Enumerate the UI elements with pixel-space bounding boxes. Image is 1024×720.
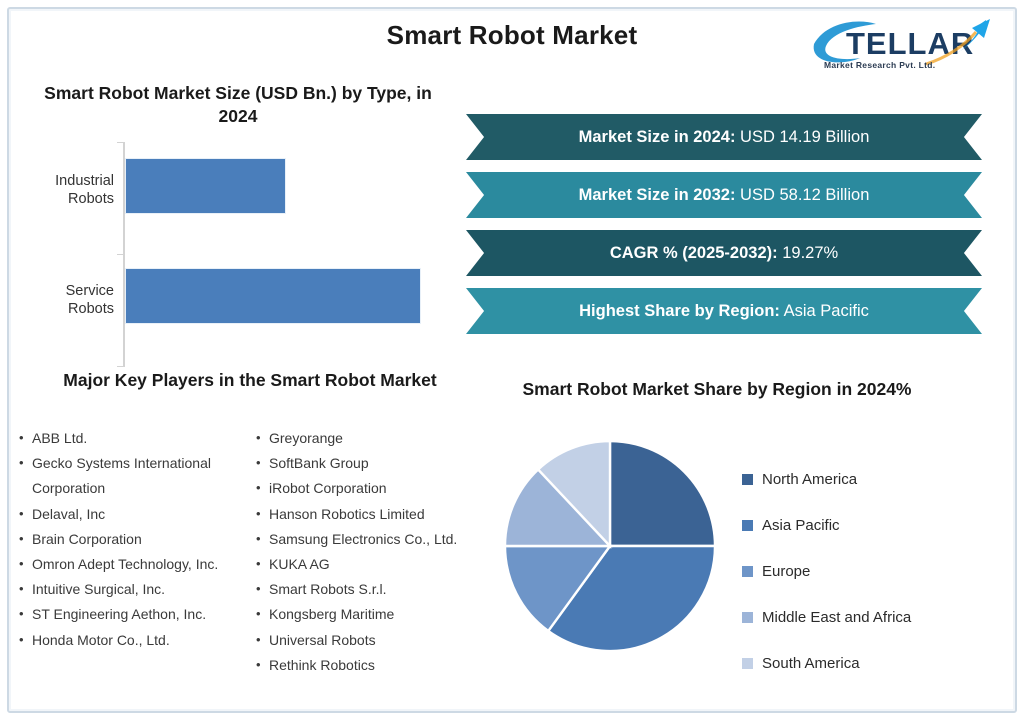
stellar-logo: TELLAR Market Research Pvt. Ltd. (806, 14, 996, 76)
key-player-item: Omron Adept Technology, Inc. (18, 552, 247, 577)
pie-slice (503, 544, 613, 633)
legend-label: Asia Pacific (762, 516, 840, 534)
axis-tick (117, 142, 123, 143)
pie-legend-item: Asia Pacific (742, 502, 911, 548)
kpi-value: USD 58.12 Billion (740, 185, 870, 204)
bar-chart: Smart Robot Market Size (USD Bn.) by Typ… (18, 80, 458, 370)
key-players-section: Major Key Players in the Smart Robot Mar… (18, 368, 484, 676)
bar-industrial-robots (125, 158, 286, 214)
kpi-banner-text: Highest Share by Region: Asia Pacific (579, 302, 869, 321)
kpi-label: Market Size in 2032: (578, 185, 736, 204)
kpi-label: CAGR % (2025-2032): (609, 243, 778, 262)
legend-swatch-icon (742, 473, 753, 485)
logo-graphic: TELLAR (813, 19, 990, 66)
axis-tick (117, 366, 123, 367)
pie-chart-section: Smart Robot Market Share by Region in 20… (490, 378, 990, 708)
kpi-banner-text: CAGR % (2025-2032): 19.27% (610, 244, 838, 263)
key-player-item: Samsung Electronics Co., Ltd. (255, 527, 484, 552)
kpi-banner-list: Market Size in 2024: USD 14.19 Billion M… (466, 114, 982, 346)
key-player-item: Hanson Robotics Limited (255, 502, 484, 527)
legend-swatch-icon (742, 565, 753, 577)
bar-chart-title: Smart Robot Market Size (USD Bn.) by Typ… (44, 83, 432, 127)
axis-tick (117, 254, 123, 255)
key-players-columns: ABB Ltd.Gecko Systems International Corp… (18, 426, 484, 678)
pie-legend-item: Europe (742, 548, 911, 594)
bar-chart-plot: Industrial Robots Service Robots (18, 142, 458, 367)
pie-slice (536, 439, 612, 550)
key-player-item: Delaval, Inc (18, 502, 247, 527)
kpi-banner-market-size-2032: Market Size in 2032: USD 58.12 Billion (466, 172, 982, 218)
bar-category-label: Industrial Robots (55, 173, 114, 208)
key-player-item: Rethink Robotics (255, 653, 484, 678)
kpi-banner-text: Market Size in 2024: USD 14.19 Billion (579, 128, 870, 147)
kpi-banner-cagr: CAGR % (2025-2032): 19.27% (466, 230, 982, 276)
pie-chart-legend: North America Asia Pacific Europe Middle Ea… (742, 456, 911, 686)
bar-chart-axis (123, 142, 125, 367)
kpi-value: USD 14.19 Billion (740, 127, 870, 146)
legend-swatch-icon (742, 611, 753, 623)
legend-label: Middle East and Africa (762, 608, 912, 626)
kpi-banner-highest-share: Highest Share by Region: Asia Pacific (466, 288, 982, 334)
kpi-value: 19.27% (782, 243, 839, 262)
legend-label: Europe (762, 562, 811, 580)
legend-swatch-icon (742, 519, 753, 531)
kpi-value: Asia Pacific (783, 301, 869, 320)
key-player-item: ABB Ltd. (18, 426, 247, 451)
kpi-banner-text: Market Size in 2032: USD 58.12 Billion (579, 186, 870, 205)
pie-legend-item: Middle East and Africa (742, 594, 911, 640)
legend-label: North America (762, 470, 858, 488)
key-player-item: Intuitive Surgical, Inc. (18, 577, 247, 602)
bar-service-robots (125, 268, 422, 324)
kpi-label: Highest Share by Region: (579, 301, 780, 320)
pie-slice (546, 544, 717, 653)
legend-swatch-icon (742, 657, 753, 669)
key-player-item: Brain Corporation (18, 527, 247, 552)
pie-chart-title: Smart Robot Market Share by Region in 20… (522, 379, 912, 399)
pie-slice (503, 467, 613, 548)
logo-subtext: Market Research Pvt. Ltd. (824, 60, 936, 70)
key-player-item: Universal Robots (255, 628, 484, 653)
key-players-title: Major Key Players in the Smart Robot Mar… (63, 370, 437, 390)
key-player-item: ST Engineering Aethon, Inc. (18, 602, 247, 627)
kpi-banner-market-size-2024: Market Size in 2024: USD 14.19 Billion (466, 114, 982, 160)
key-players-column-left: ABB Ltd.Gecko Systems International Corp… (18, 426, 247, 678)
key-players-column-right: GreyorangeSoftBank GroupiRobot Corporati… (255, 426, 484, 678)
kpi-label: Market Size in 2024: (578, 127, 736, 146)
key-player-item: Honda Motor Co., Ltd. (18, 628, 247, 653)
key-player-item: Gecko Systems International Corporation (18, 451, 247, 501)
pie-legend-item: South America (742, 640, 911, 686)
pie-chart-graphic (503, 439, 717, 653)
svg-text:TELLAR: TELLAR (846, 26, 974, 61)
key-player-item: KUKA AG (255, 552, 484, 577)
key-player-item: Greyorange (255, 426, 484, 451)
key-player-item: Smart Robots S.r.l. (255, 577, 484, 602)
bar-category-label: Service Robots (65, 283, 114, 318)
pie-legend-item: North America (742, 456, 911, 502)
key-player-item: iRobot Corporation (255, 476, 484, 501)
page-title: Smart Robot Market (386, 20, 638, 50)
legend-label: South America (762, 654, 860, 672)
pie-slice (608, 439, 717, 548)
key-player-item: SoftBank Group (255, 451, 484, 476)
key-player-item: Kongsberg Maritime (255, 602, 484, 627)
